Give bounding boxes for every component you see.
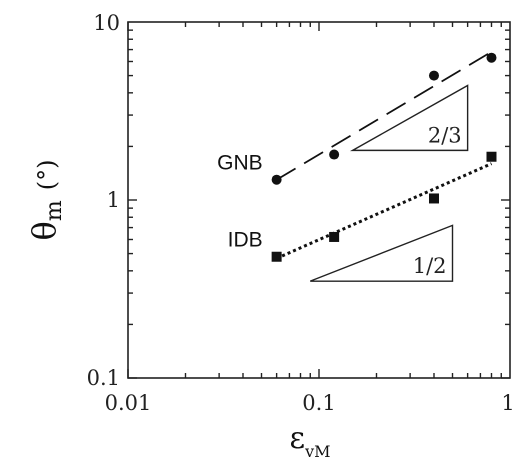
- y-axis-symbol: θ: [25, 221, 63, 240]
- data-point-gnb: [428, 70, 439, 81]
- x-tick-label: 0.1: [302, 391, 335, 415]
- data-point-idb: [271, 251, 282, 262]
- x-axis-symbol: ε: [290, 421, 306, 456]
- data-point-idb: [428, 193, 439, 204]
- y-axis-title: θm (°): [25, 160, 67, 241]
- x-axis-title: εvM: [290, 421, 331, 461]
- data-point-gnb: [329, 149, 340, 160]
- slope-triangle: [310, 224, 454, 282]
- slope-label: 1/2: [413, 254, 447, 278]
- x-axis-subscript: vM: [304, 442, 330, 461]
- y-tick-label: 1: [107, 188, 120, 212]
- x-tick-label: 0.01: [105, 391, 152, 415]
- fit-line-gnb: [276, 51, 492, 181]
- slope-triangle: [349, 84, 469, 152]
- slope-triangles: 2/3 1/2: [310, 84, 469, 282]
- fit-lines: [276, 51, 493, 260]
- data-point-gnb: [486, 52, 497, 63]
- y-axis-unit: (°): [33, 160, 61, 191]
- data-point-gnb: [271, 174, 282, 185]
- series-label-gnb: GNB: [217, 152, 263, 175]
- y-tick-label: 0.1: [87, 366, 120, 390]
- data-point-idb: [486, 151, 497, 162]
- x-tick-label: 1: [501, 391, 514, 415]
- svg-text:θm(°): θm (°): [25, 160, 67, 241]
- y-tick-label: 10: [93, 11, 120, 35]
- data-markers: [271, 52, 497, 262]
- slope-label: 2/3: [428, 123, 462, 147]
- y-axis-subscript: m: [42, 200, 67, 221]
- data-point-idb: [329, 231, 340, 242]
- series-labels: GNB IDB: [217, 152, 263, 252]
- axis-ticks: [127, 22, 510, 379]
- fit-line-idb: [276, 162, 493, 260]
- series-label-idb: IDB: [228, 229, 263, 252]
